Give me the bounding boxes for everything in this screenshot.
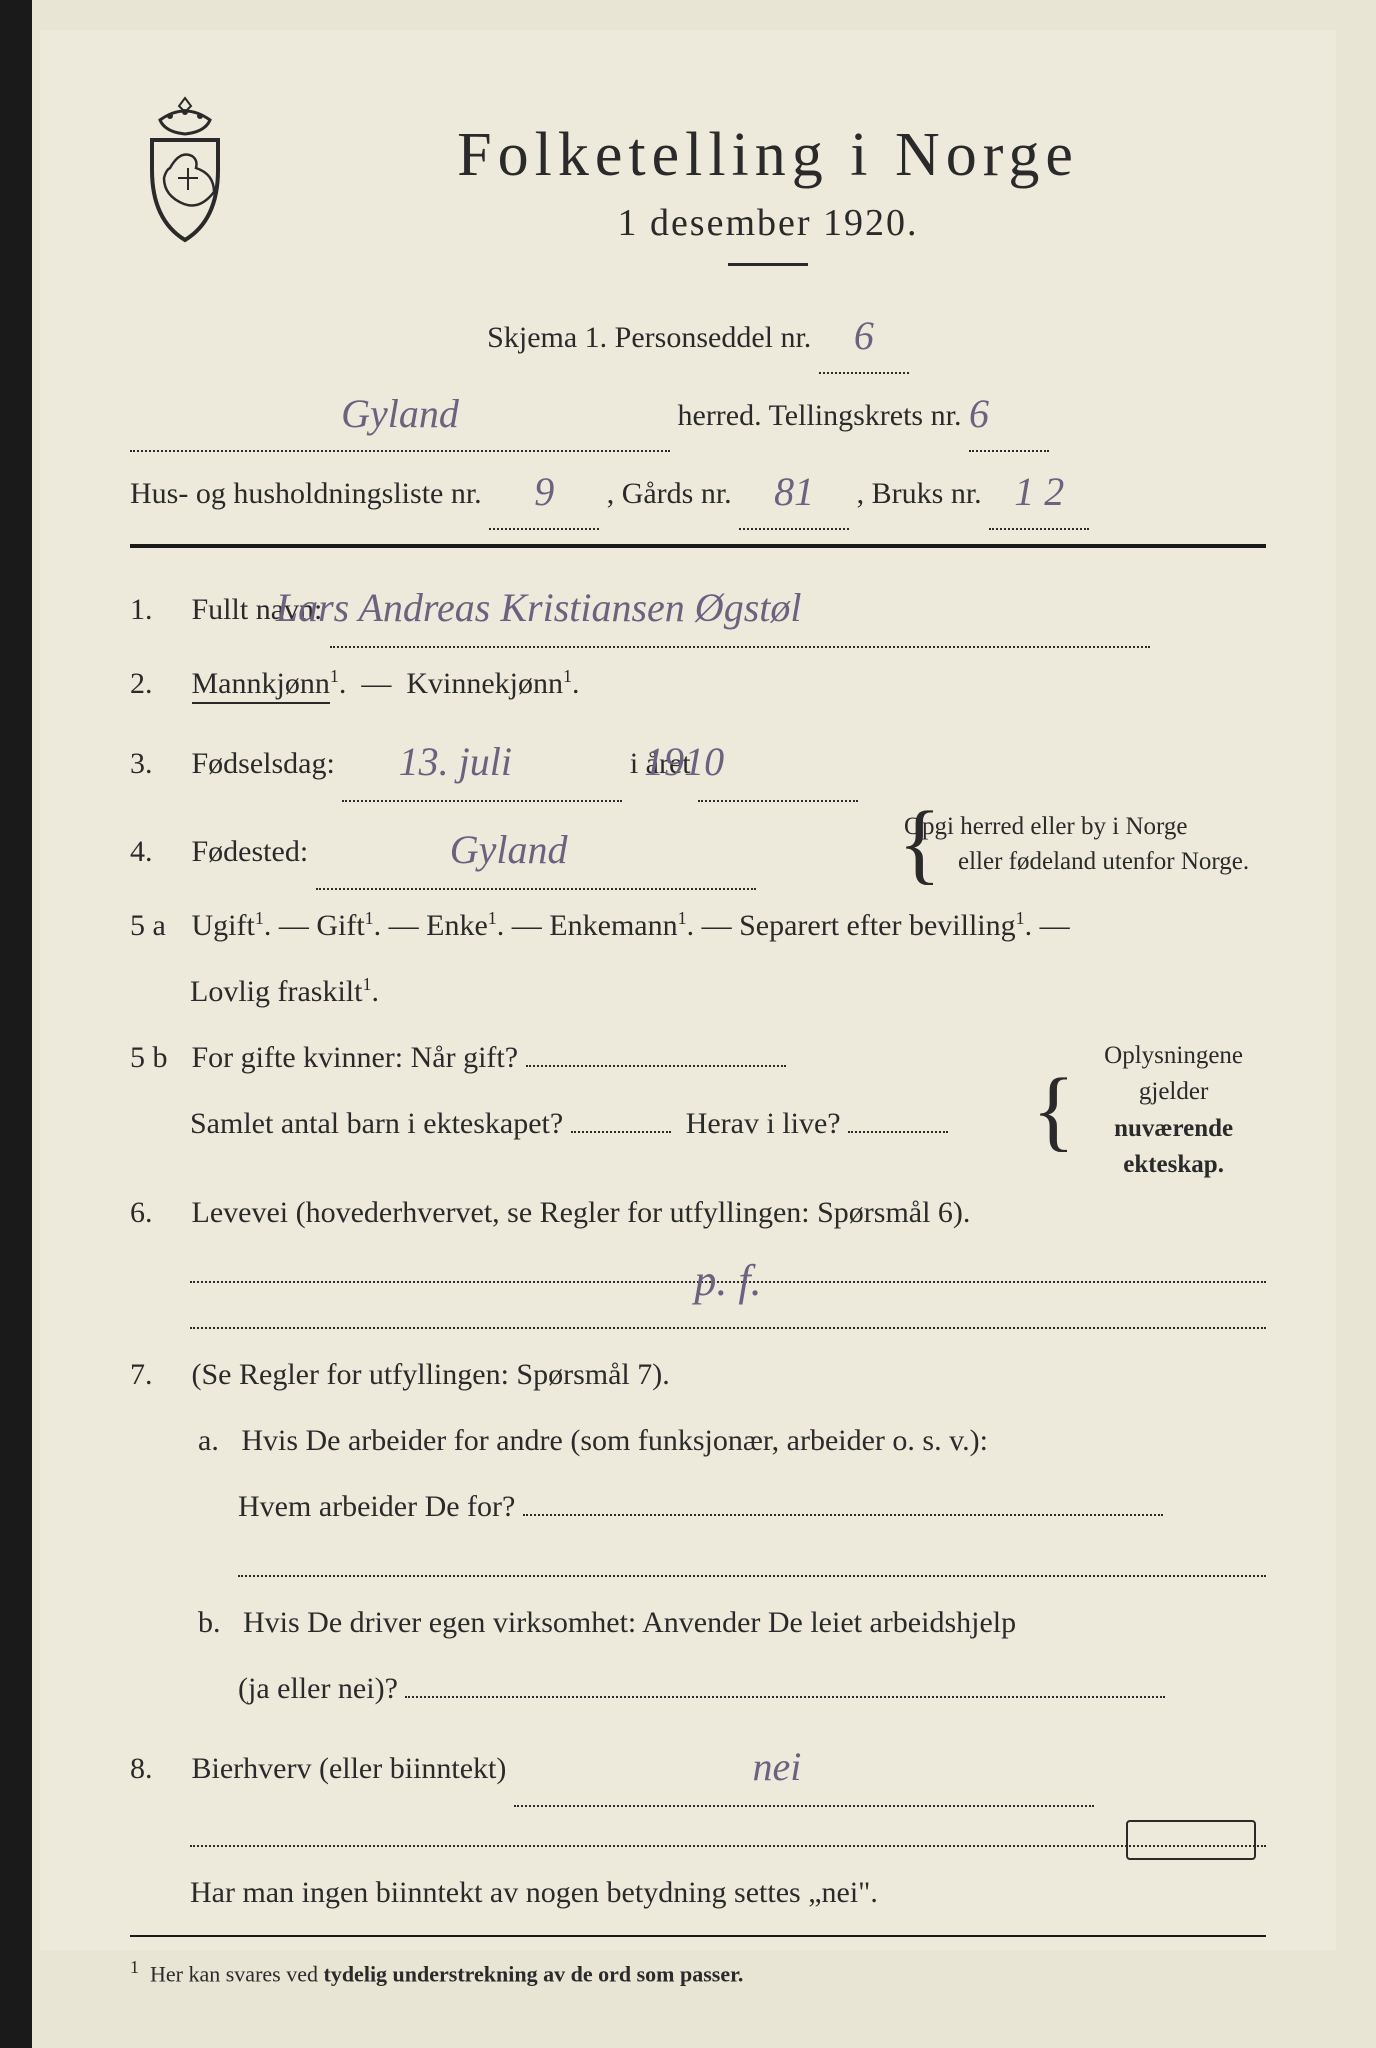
- q7a-2: Hvem arbeider De for?: [130, 1477, 1266, 1537]
- q7a-label: a.: [198, 1424, 219, 1457]
- q7a: a. Hvis De arbeider for andre (som funks…: [130, 1411, 1266, 1471]
- q4-label: Fødested:: [192, 835, 309, 868]
- q3-label: Fødselsdag:: [192, 747, 335, 780]
- q7-num: 7.: [130, 1345, 184, 1405]
- q7b-2: (ja eller nei)?: [130, 1659, 1266, 1719]
- q5b-label1: For gifte kvinner: Når gift?: [192, 1041, 519, 1074]
- q8-num: 8.: [130, 1739, 184, 1799]
- q7b: b. Hvis De driver egen virksomhet: Anven…: [130, 1593, 1266, 1653]
- husliste-nr: 9: [534, 469, 554, 514]
- q7b-text1: Hvis De driver egen virksomhet: Anvender…: [243, 1606, 1016, 1639]
- q7a-text2: Hvem arbeider De for?: [238, 1490, 515, 1523]
- q1: 1. Fullt navn: Lars Andreas Kristiansen …: [130, 566, 1266, 648]
- q1-num: 1.: [130, 580, 184, 640]
- title-block: Folketelling i Norge 1 desember 1920.: [270, 90, 1266, 286]
- brace-icon: {: [1032, 1075, 1075, 1147]
- q2-num: 2.: [130, 654, 184, 714]
- tellingskrets-nr: 6: [969, 391, 989, 436]
- husliste-line: Hus- og husholdningsliste nr. 9 , Gårds …: [130, 452, 1266, 530]
- q3: 3. Fødselsdag: 13. juli i året 1910: [130, 720, 1266, 802]
- q7a-text1: Hvis De arbeider for andre (som funksjon…: [241, 1424, 988, 1457]
- gards-label: , Gårds nr.: [607, 477, 732, 510]
- q3-day: 13. juli: [399, 739, 512, 784]
- q7a-line: [238, 1547, 1266, 1577]
- gards-nr: 81: [774, 469, 814, 514]
- q8-line: [190, 1817, 1266, 1847]
- title-divider: [728, 263, 808, 266]
- bruks-label: , Bruks nr.: [857, 477, 982, 510]
- subtitle: 1 desember 1920.: [270, 201, 1266, 245]
- skjema-label: Skjema 1. Personseddel nr.: [487, 321, 811, 354]
- herred-label: herred. Tellingskrets nr.: [678, 399, 962, 432]
- q5a-cont: Lovlig fraskilt1.: [130, 962, 1266, 1022]
- q1-value: Lars Andreas Kristiansen Øgstøl: [276, 585, 802, 630]
- q2-kvinne: Kvinnekjønn: [406, 667, 563, 700]
- skjema-line: Skjema 1. Personseddel nr. 6: [130, 296, 1266, 374]
- q8-value: nei: [752, 1744, 801, 1789]
- coat-of-arms-icon: [130, 90, 240, 250]
- divider-1: [130, 544, 1266, 548]
- herred-value: Gyland: [341, 391, 459, 436]
- q6-line1: p. f.: [190, 1253, 1266, 1283]
- q5a-num: 5 a: [130, 896, 184, 956]
- q6-num: 6.: [130, 1183, 184, 1243]
- q4: { Opgi herred eller by i Norge eller fød…: [130, 808, 1266, 890]
- q3-year: 1910: [644, 739, 724, 784]
- q6-value: p. f.: [694, 1256, 761, 1305]
- q5b-label2: Samlet antal barn i ekteskapet?: [190, 1107, 563, 1140]
- husliste-label: Hus- og husholdningsliste nr.: [130, 477, 482, 510]
- q7b-text2: (ja eller nei)?: [238, 1672, 398, 1705]
- q2-mann: Mannkjønn: [192, 667, 330, 704]
- q4-num: 4.: [130, 822, 184, 882]
- main-title: Folketelling i Norge: [270, 120, 1266, 191]
- divider-bottom: [130, 1935, 1266, 1937]
- q5b-aside: { Oplysningene gjelder nuværende ekteska…: [1026, 1038, 1266, 1183]
- q3-num: 3.: [130, 734, 184, 794]
- q8: 8. Bierhverv (eller biinntekt) nei: [130, 1725, 1266, 1807]
- q7b-label: b.: [198, 1606, 221, 1639]
- herred-line: Gyland herred. Tellingskrets nr. 6: [130, 374, 1266, 452]
- q8-label: Bierhverv (eller biinntekt): [192, 1752, 507, 1785]
- footnote: 1 Her kan svares ved tydelig understrekn…: [130, 1957, 1266, 1987]
- crest-svg: [130, 90, 240, 250]
- census-form: Folketelling i Norge 1 desember 1920. Sk…: [40, 30, 1336, 1950]
- q5b-num: 5 b: [130, 1028, 184, 1088]
- q6: 6. Levevei (hovederhvervet, se Regler fo…: [130, 1183, 1266, 1243]
- q2: 2. Mannkjønn1. — Kvinnekjønn1.: [130, 654, 1266, 714]
- bruks-nr: 1 2: [1014, 469, 1064, 514]
- q7-label: (Se Regler for utfyllingen: Spørsmål 7).: [192, 1358, 670, 1391]
- note: Har man ingen biinntekt av nogen betydni…: [130, 1863, 1266, 1923]
- q5b: { Oplysningene gjelder nuværende ekteska…: [130, 1028, 1266, 1183]
- printer-stamp: [1126, 1820, 1256, 1860]
- q5b-label3: Herav i live?: [686, 1107, 841, 1140]
- q7: 7. (Se Regler for utfyllingen: Spørsmål …: [130, 1345, 1266, 1405]
- header: Folketelling i Norge 1 desember 1920.: [130, 90, 1266, 286]
- q4-value: Gyland: [450, 827, 568, 872]
- personseddel-nr: 6: [854, 313, 874, 358]
- q4-aside: { Opgi herred eller by i Norge eller fød…: [946, 808, 1266, 880]
- scan-edge: [0, 0, 32, 2048]
- q5a: 5 a Ugift1. — Gift1. — Enke1. — Enkemann…: [130, 896, 1266, 956]
- q6-label: Levevei (hovederhvervet, se Regler for u…: [192, 1196, 971, 1229]
